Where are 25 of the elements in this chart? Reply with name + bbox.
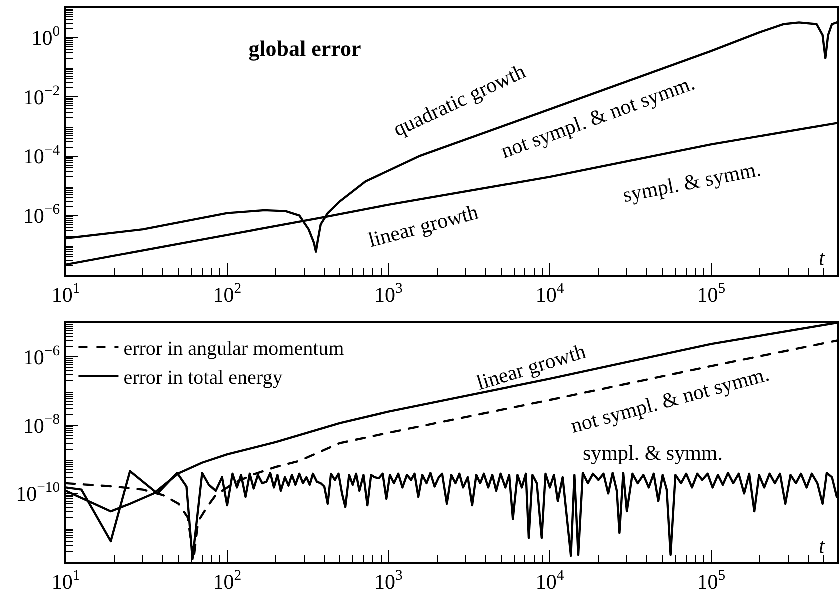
x-tick-label: 10$^{3}$ xyxy=(374,281,403,307)
x-tick-label: 10$^{2}$ xyxy=(213,281,242,307)
annotation: linear growth xyxy=(366,200,482,252)
x-tick-label: 10$^{4}$ xyxy=(536,281,565,307)
x-axis-title: t xyxy=(819,246,826,270)
y-tick-label: 10$^{−6}$ xyxy=(23,202,60,228)
x-tick-label: 10$^{5}$ xyxy=(697,568,726,593)
text: global error xyxy=(248,36,362,61)
x-tick-label: 10$^{5}$ xyxy=(697,281,726,307)
x-tick-label: 10$^{1}$ xyxy=(52,568,80,593)
x-tick-label: 10$^{1}$ xyxy=(52,281,80,307)
y-tick-label: 10$^{−2}$ xyxy=(23,84,60,110)
y-tick-label: 10$^{−10}$ xyxy=(16,480,60,506)
y-tick-label: 10$^{−4}$ xyxy=(23,142,61,169)
annotation: sympl. & symm. xyxy=(620,156,764,208)
x-axis-title: t xyxy=(819,534,826,558)
y-tick-label: 10$^{−6}$ xyxy=(23,344,60,370)
x-tick-label: 10$^{3}$ xyxy=(374,568,403,593)
y-tick-label: 10$^{0}$ xyxy=(32,24,60,50)
annotation: sympl. & symm. xyxy=(583,441,724,465)
legend-label: error in angular momentum xyxy=(124,338,345,360)
y-tick-label: 10$^{−8}$ xyxy=(23,412,60,438)
x-tick-label: 10$^{4}$ xyxy=(536,568,565,593)
x-tick-label: 10$^{2}$ xyxy=(213,568,242,593)
legend-label: error in total energy xyxy=(124,367,283,390)
